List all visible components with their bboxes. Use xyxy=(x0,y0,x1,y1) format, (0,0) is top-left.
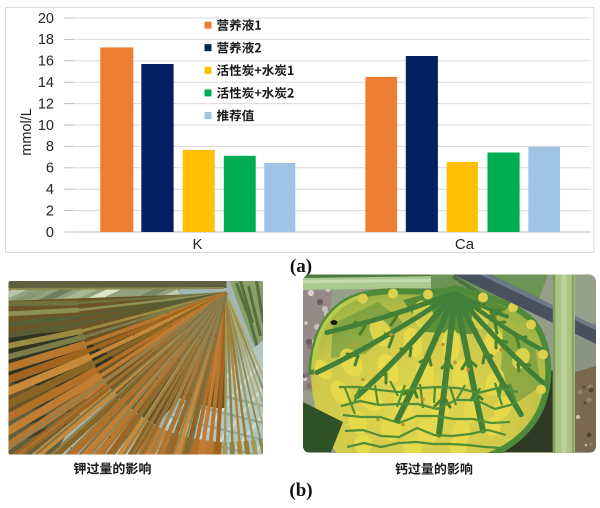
svg-text:6: 6 xyxy=(46,161,54,177)
svg-text:14: 14 xyxy=(38,75,54,91)
svg-text:12: 12 xyxy=(38,96,54,112)
svg-text:2: 2 xyxy=(46,203,54,219)
svg-text:4: 4 xyxy=(46,182,54,198)
svg-text:10: 10 xyxy=(38,118,54,134)
svg-text:K: K xyxy=(192,236,202,253)
svg-text:20: 20 xyxy=(38,11,54,27)
svg-text:mmol/L: mmol/L xyxy=(19,108,35,156)
svg-text:8: 8 xyxy=(46,139,54,155)
svg-text:Ca: Ca xyxy=(455,236,475,253)
svg-text:18: 18 xyxy=(38,32,54,48)
svg-text:(b): (b) xyxy=(289,480,312,501)
svg-text:0: 0 xyxy=(46,225,54,241)
svg-text:(a): (a) xyxy=(290,256,312,277)
svg-text:16: 16 xyxy=(38,54,54,70)
